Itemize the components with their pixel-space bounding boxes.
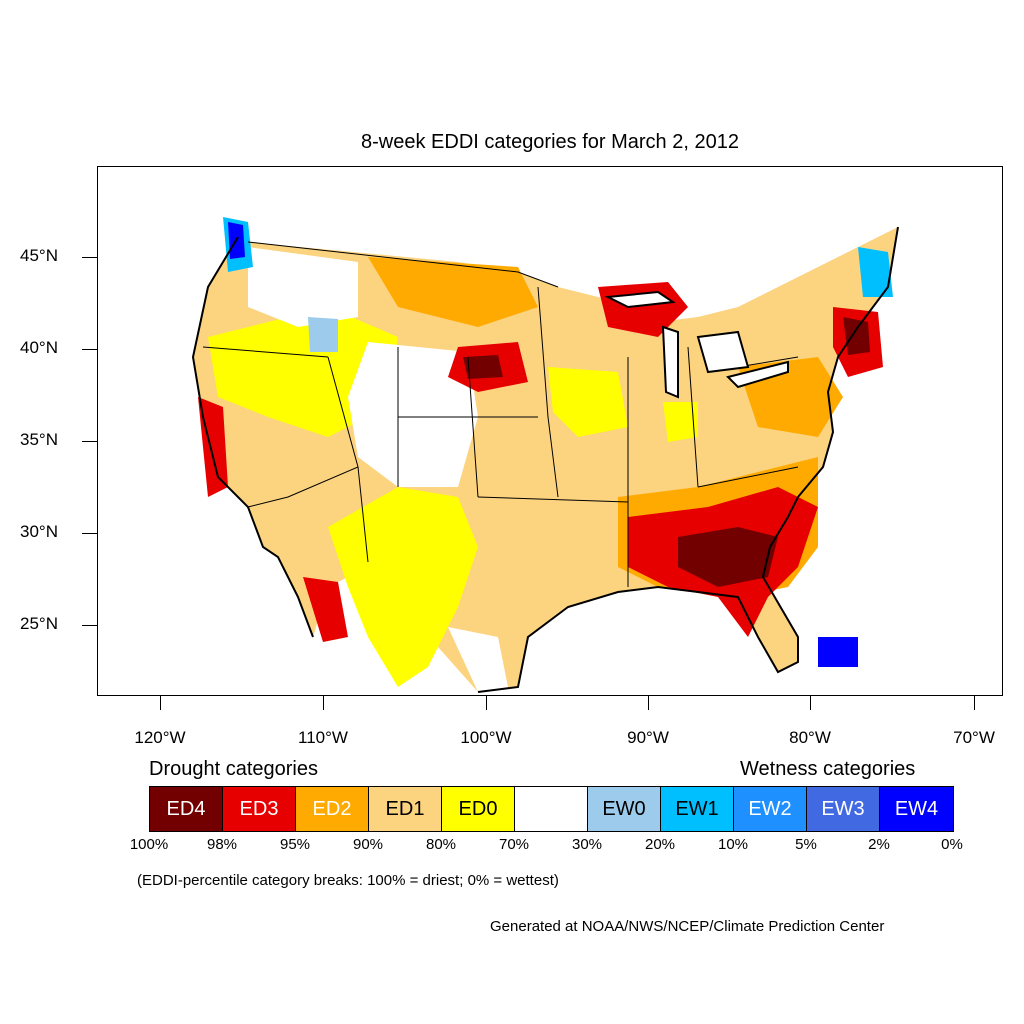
drought-categories-heading: Drought categories — [149, 758, 318, 780]
wetness-categories-heading: Wetness categories — [740, 758, 916, 780]
percentile-label: 5% — [795, 836, 817, 853]
lon-tick — [974, 696, 975, 710]
lat-label-35: 35°N — [20, 430, 58, 449]
lon-tick — [810, 696, 811, 710]
lat-tick — [82, 533, 97, 534]
lat-label-30: 30°N — [20, 522, 58, 541]
ed2-region-north — [368, 257, 538, 327]
lat-label-45: 45°N — [20, 246, 58, 265]
legend-swatch-ew3: EW3 — [807, 787, 880, 831]
lon-label-120: 120°W — [134, 728, 186, 747]
lon-label-100: 100°W — [460, 728, 512, 747]
lon-tick — [648, 696, 649, 710]
eddi-map — [191, 217, 899, 693]
map-frame — [97, 166, 1003, 696]
breaks-note: (EDDI-percentile category breaks: 100% =… — [137, 872, 559, 889]
lon-label-90: 90°W — [627, 728, 669, 747]
legend-swatch-neutral — [515, 787, 588, 831]
ew4-region-bahamas — [818, 637, 858, 667]
legend-swatch-ed3: ED3 — [223, 787, 296, 831]
neutral-region-northwest — [248, 247, 358, 327]
lat-tick — [82, 257, 97, 258]
percentile-label: 70% — [498, 836, 530, 853]
legend-swatch-ed1: ED1 — [369, 787, 442, 831]
map-title: 8-week EDDI categories for March 2, 2012 — [361, 131, 739, 153]
legend-swatch-ed2: ED2 — [296, 787, 369, 831]
legend-swatch-ew1: EW1 — [661, 787, 734, 831]
percentile-label: 100% — [129, 836, 169, 853]
legend-swatch-ew2: EW2 — [734, 787, 807, 831]
lat-tick — [82, 349, 97, 350]
ed3-region-california — [198, 397, 228, 497]
ed4-region-dakotas — [463, 355, 503, 379]
lon-label-110: 110°W — [298, 728, 348, 747]
ed0-region-ohio — [663, 402, 698, 442]
percentile-label: 98% — [206, 836, 238, 853]
percentile-label: 10% — [717, 836, 749, 853]
percentile-label: 80% — [425, 836, 457, 853]
ew0-region-idaho — [308, 317, 338, 352]
legend-swatch-ew4: EW4 — [880, 787, 953, 831]
percentile-label: 20% — [644, 836, 676, 853]
percentile-label: 30% — [571, 836, 603, 853]
legend-swatch-ew0: EW0 — [588, 787, 661, 831]
ed4-region-southeast — [678, 527, 778, 587]
coastline — [191, 226, 899, 693]
percentile-label: 95% — [279, 836, 311, 853]
neutral-region-rockies — [348, 342, 478, 487]
legend-swatch-ed4: ED4 — [150, 787, 223, 831]
legend-swatch-ed0: ED0 — [442, 787, 515, 831]
lat-tick — [82, 441, 97, 442]
lat-label-40: 40°N — [20, 338, 58, 357]
lon-tick — [323, 696, 324, 710]
lat-label-25: 25°N — [20, 614, 58, 633]
boundary-lines — [202, 241, 799, 587]
ed4-region-northeast — [843, 317, 870, 355]
ew1-region-maine — [858, 247, 893, 297]
lon-label-80: 80°W — [789, 728, 831, 747]
percentile-label: 2% — [868, 836, 890, 853]
lon-tick — [486, 696, 487, 710]
great-lakes — [604, 290, 789, 399]
category-legend: ED4 ED3 ED2 ED1 ED0 EW0 EW1 EW2 EW3 EW4 — [149, 786, 954, 832]
percentile-label: 90% — [352, 836, 384, 853]
ed3-region-baja — [303, 577, 348, 642]
percentile-label: 0% — [941, 836, 963, 853]
lat-tick — [82, 625, 97, 626]
lon-label-70: 70°W — [953, 728, 995, 747]
lon-tick — [160, 696, 161, 710]
credit-line: Generated at NOAA/NWS/NCEP/Climate Predi… — [490, 918, 885, 935]
ed0-region-midwest — [548, 367, 628, 437]
neutral-region-south-texas — [448, 627, 508, 692]
